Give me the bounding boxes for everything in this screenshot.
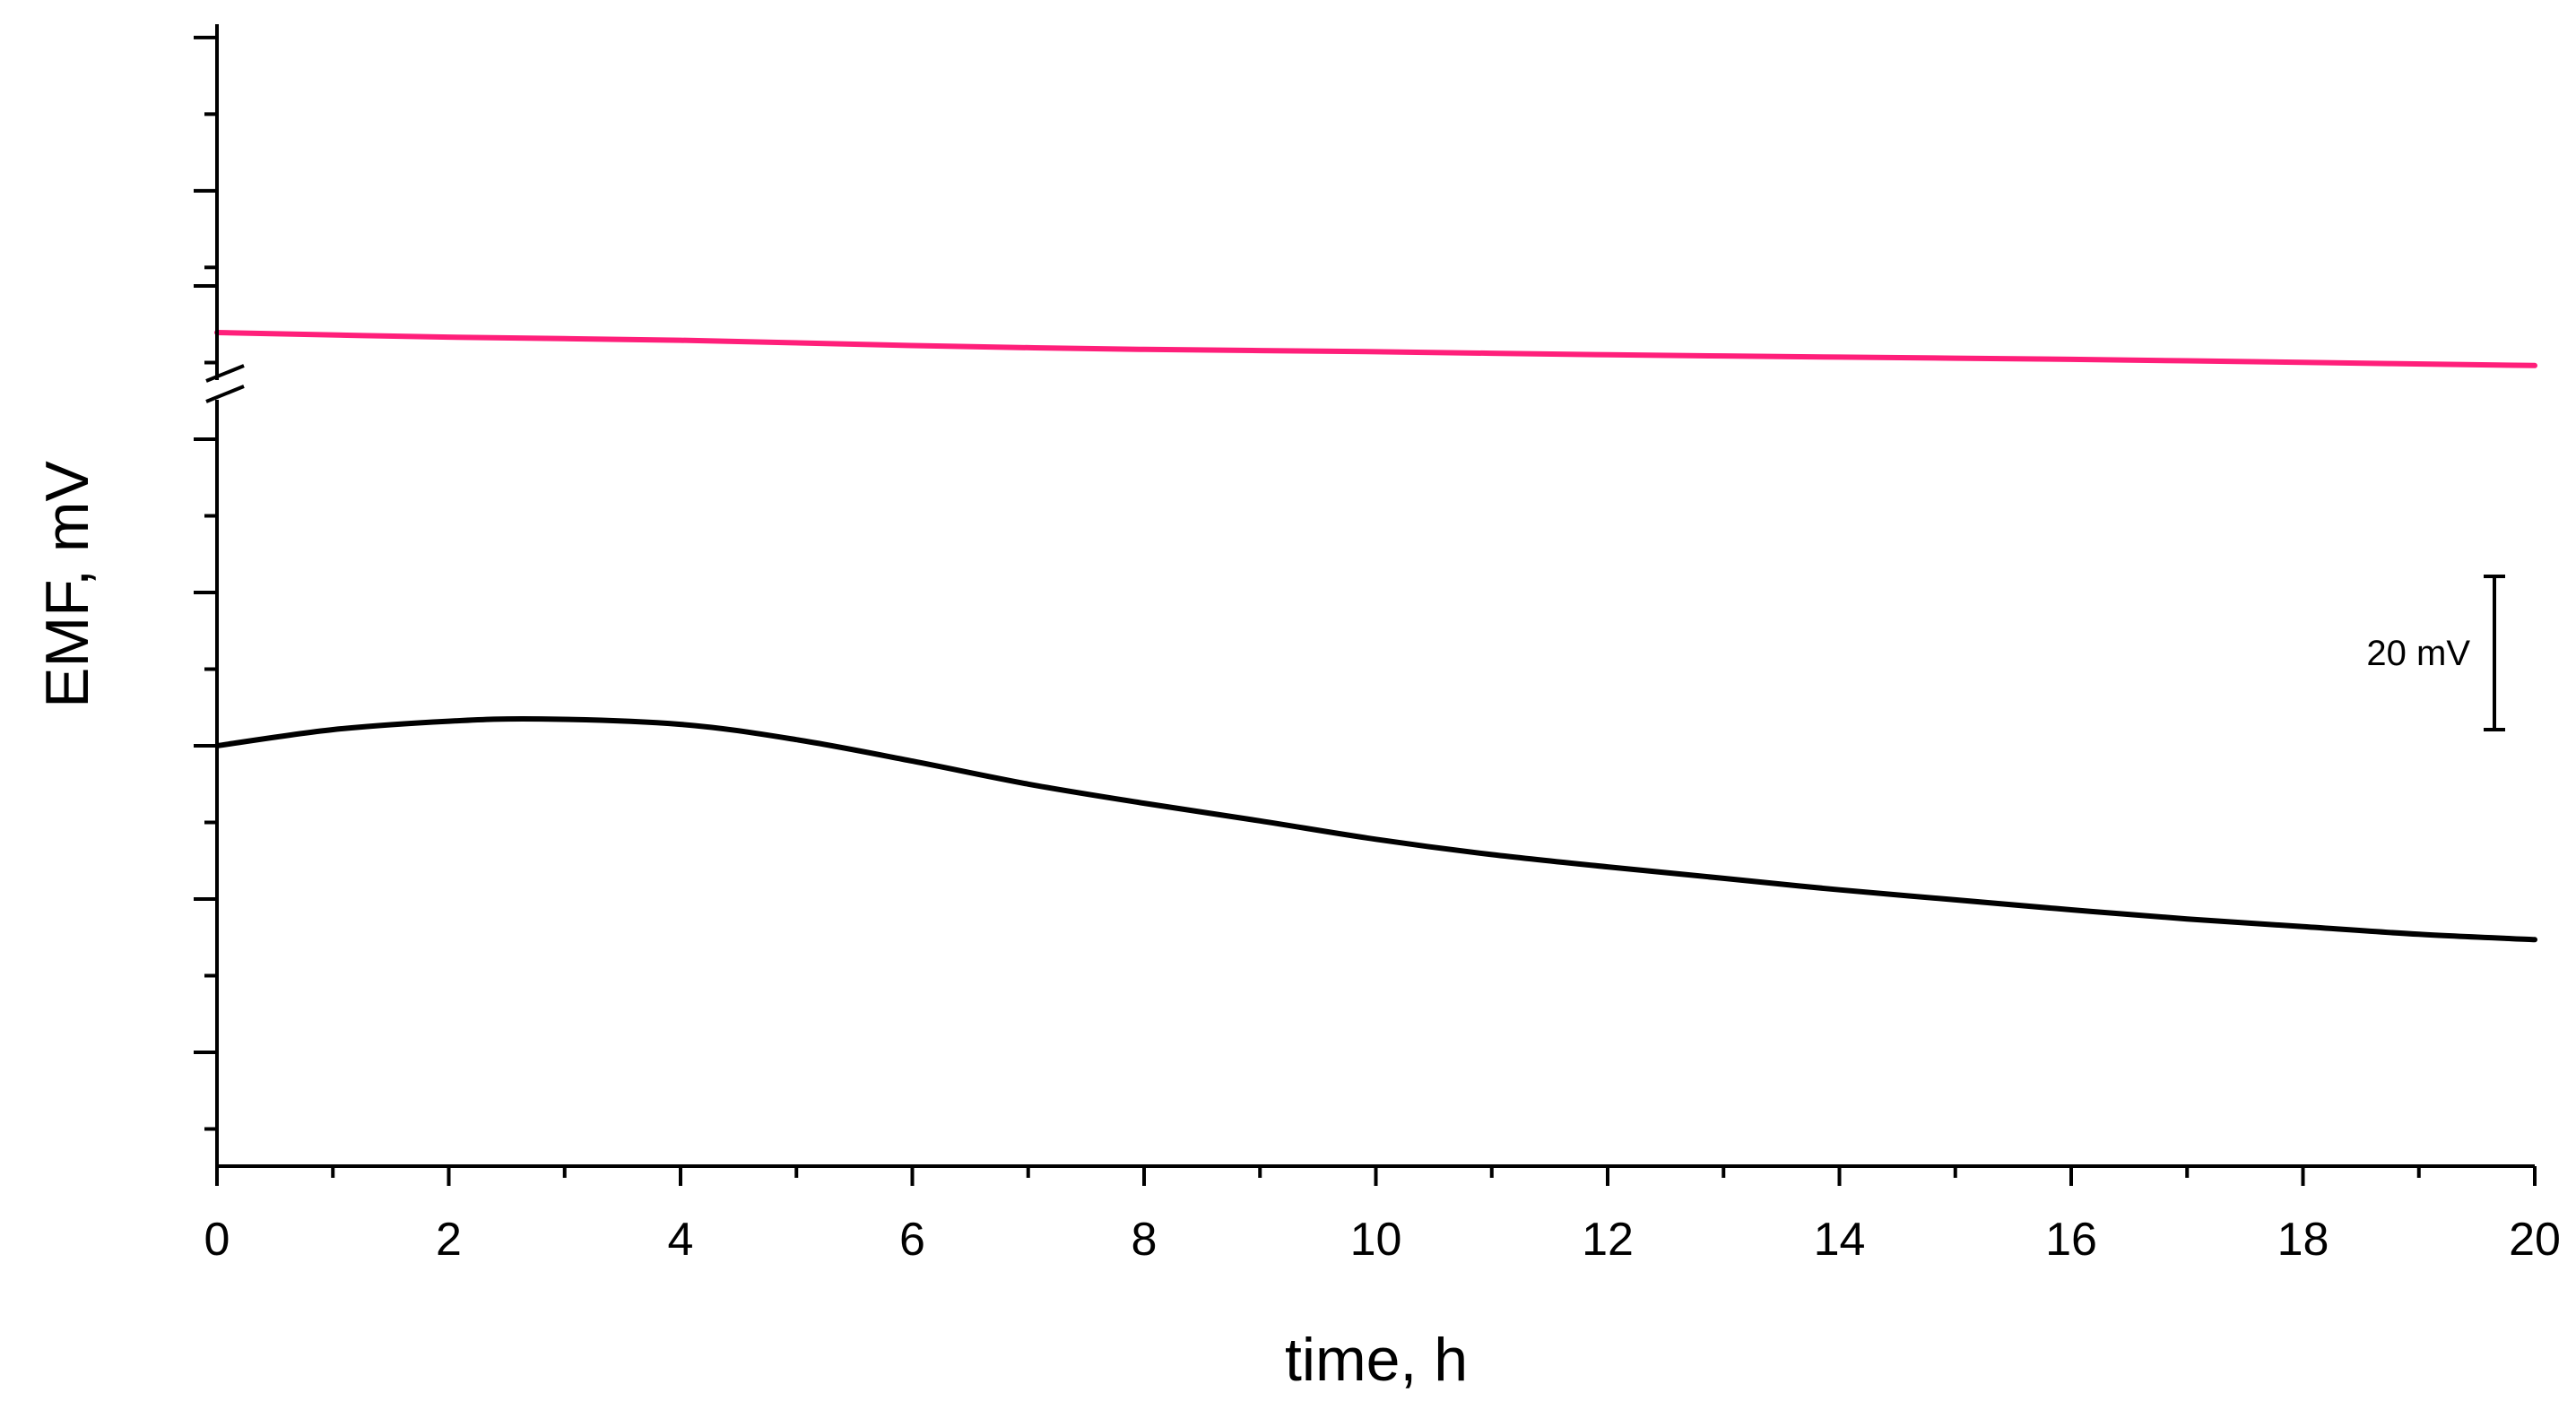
x-tick-label: 16	[2045, 1214, 2097, 1266]
x-tick-label: 18	[2277, 1214, 2329, 1266]
x-tick-label: 12	[1582, 1214, 1634, 1266]
series-layer	[214, 330, 2537, 943]
x-tick-label: 10	[1350, 1214, 1402, 1266]
scale-bar: 20 mV	[2366, 575, 2505, 731]
series-line-1	[214, 330, 2537, 368]
x-tick-label: 2	[436, 1214, 462, 1266]
x-tick-label: 20	[2509, 1214, 2561, 1266]
x-tick-label: 4	[668, 1214, 694, 1266]
x-tick-label: 6	[899, 1214, 925, 1266]
scale-bar-label: 20 mV	[2366, 634, 2470, 673]
y-tick-layer	[194, 35, 217, 1131]
x-tick-label: 8	[1132, 1214, 1158, 1266]
series-line-2	[214, 715, 2537, 943]
y-axis-title: EMF, mV	[33, 460, 101, 707]
x-axis-title: time, h	[1285, 1326, 1468, 1394]
x-tick-label: 14	[1814, 1214, 1866, 1266]
plot-area: 0 2 4 6 8 10 12 14 16 18 20 20 mV	[194, 24, 2561, 1266]
axes-layer	[200, 24, 2535, 1168]
x-tick-label: 0	[204, 1214, 230, 1266]
y-axis-break-marker	[200, 364, 245, 403]
x-tick-layer: 0 2 4 6 8 10 12 14 16 18 20	[204, 1166, 2561, 1266]
